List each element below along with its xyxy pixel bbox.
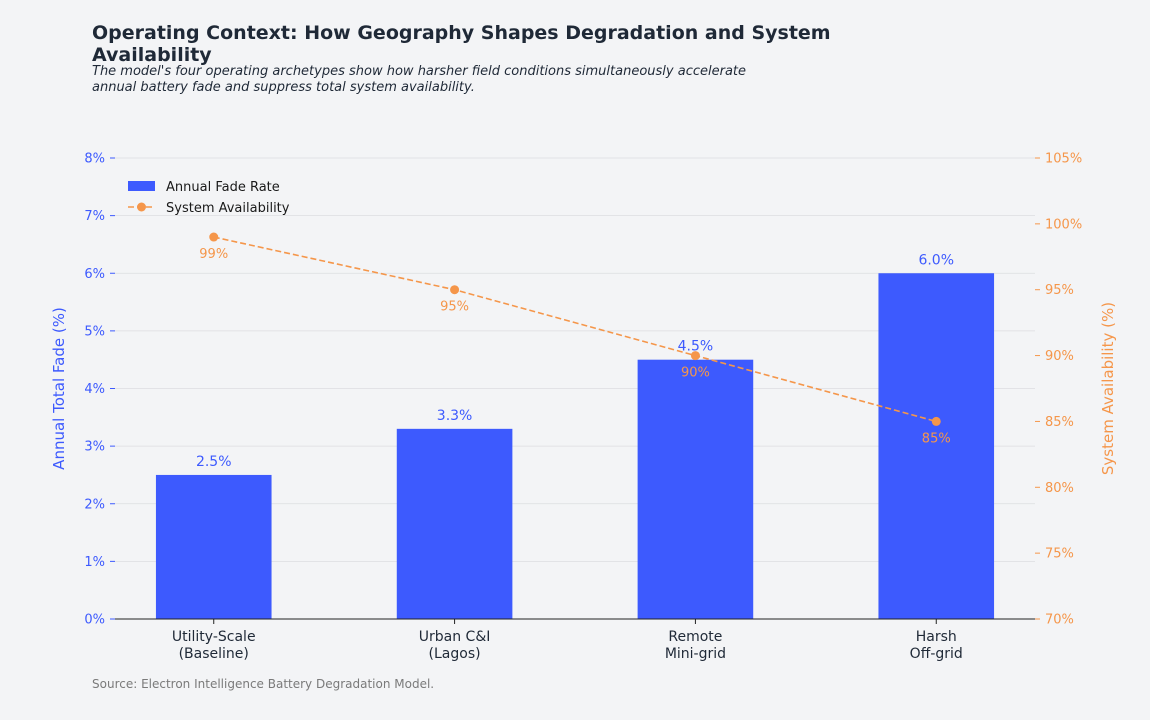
legend-swatch-marker	[137, 202, 146, 212]
bar-label: 3.3%	[437, 408, 473, 424]
right-tick-label: 105%	[1045, 152, 1082, 167]
chart-title: Operating Context: How Geography Shapes …	[92, 22, 831, 66]
legend-swatch-bar	[128, 181, 155, 191]
legend-label-fade: Annual Fade Rate	[166, 180, 280, 195]
left-tick-label: 6%	[84, 267, 105, 282]
right-tick-label: 85%	[1045, 415, 1074, 430]
availability-point	[931, 416, 941, 426]
left-tick-label: 8%	[84, 152, 105, 167]
right-tick-label: 100%	[1045, 217, 1082, 232]
availability-point	[690, 351, 700, 361]
bar	[396, 428, 513, 619]
bar-label: 4.5%	[678, 339, 714, 355]
right-tick-label: 90%	[1045, 349, 1074, 364]
availability-line	[213, 236, 937, 423]
left-tick-label: 3%	[84, 440, 105, 455]
x-tick-label: Utility-Scale (Baseline)	[172, 629, 256, 662]
availability-label: 95%	[440, 300, 469, 315]
left-tick-label: 0%	[84, 613, 105, 628]
x-tick-label: Harsh Off-grid	[910, 629, 963, 662]
availability-label: 85%	[922, 431, 951, 446]
bar-label: 2.5%	[196, 454, 232, 470]
availability-point	[450, 285, 460, 295]
left-tick-label: 4%	[84, 382, 105, 397]
left-tick-label: 1%	[84, 555, 105, 570]
chart-subtitle: The model's four operating archetypes sh…	[92, 64, 747, 95]
left-axis-label: Annual Total Fade (%)	[50, 307, 68, 470]
availability-label: 99%	[199, 247, 228, 262]
bar-label: 6.0%	[918, 252, 954, 268]
x-tick-label: Urban C&I (Lagos)	[419, 629, 491, 662]
right-tick-label: 80%	[1045, 481, 1074, 496]
left-tick-label: 5%	[84, 324, 105, 339]
left-tick-label: 2%	[84, 497, 105, 512]
availability-label: 90%	[681, 366, 710, 381]
right-tick-label: 75%	[1045, 547, 1074, 562]
bar	[155, 474, 272, 619]
right-tick-label: 70%	[1045, 613, 1074, 628]
source-note: Source: Electron Intelligence Battery De…	[92, 677, 435, 691]
right-tick-label: 95%	[1045, 283, 1074, 298]
bar	[878, 273, 995, 619]
x-tick-label: Remote Mini-grid	[665, 629, 726, 662]
left-tick-label: 7%	[84, 209, 105, 224]
bar	[637, 359, 754, 619]
right-axis-label: System Availability (%)	[1099, 302, 1117, 475]
availability-point	[209, 232, 219, 242]
legend-label-availability: System Availability	[166, 201, 290, 216]
